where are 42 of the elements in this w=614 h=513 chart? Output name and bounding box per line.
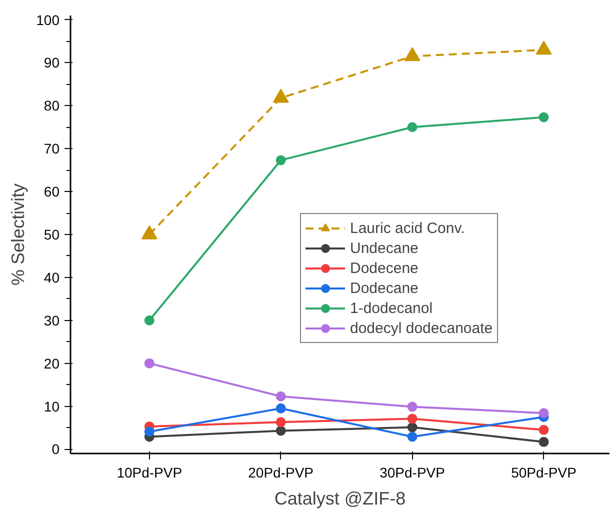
legend-label: Lauric acid Conv. xyxy=(350,219,465,237)
y-tick-label: 30 xyxy=(44,312,60,328)
y-tick-label: 20 xyxy=(44,355,60,372)
point xyxy=(276,155,286,166)
point xyxy=(407,414,418,424)
legend-label: 1-dodecanol xyxy=(350,299,433,317)
point xyxy=(144,315,154,326)
y-tick-label: 70 xyxy=(44,140,60,157)
legend-label: Dodecene xyxy=(350,259,418,277)
y-axis-title: % Selectivity xyxy=(8,183,28,286)
y-tick-label: 60 xyxy=(44,184,60,200)
point xyxy=(538,436,549,447)
x-axis-title: Catalyst @ZIF-8 xyxy=(274,488,406,508)
legend-label: Dodecane xyxy=(350,279,418,297)
point xyxy=(144,358,154,368)
point xyxy=(538,424,549,435)
y-tick-label: 100 xyxy=(36,12,60,28)
point xyxy=(276,403,286,414)
x-tick-label: 30Pd-PVP xyxy=(380,464,445,480)
point xyxy=(276,426,286,436)
y-tick-label: 50 xyxy=(44,226,60,242)
point xyxy=(144,426,154,437)
point xyxy=(404,47,420,62)
y-tick-label: 80 xyxy=(44,98,60,114)
point xyxy=(407,432,418,442)
point xyxy=(141,225,158,240)
y-tick-label: 90 xyxy=(44,54,60,71)
point xyxy=(407,402,418,412)
y-tick-label: 10 xyxy=(44,398,60,414)
y-tick-label: 40 xyxy=(44,269,60,286)
point xyxy=(276,391,286,402)
x-tick-label: 20Pd-PVP xyxy=(248,464,314,480)
x-tick-label: 50Pd-PVP xyxy=(511,464,576,480)
y-tick-label: 0 xyxy=(52,441,60,458)
point xyxy=(276,417,286,428)
point xyxy=(272,88,289,103)
point xyxy=(538,408,549,418)
point xyxy=(536,40,552,55)
point xyxy=(407,422,418,432)
x-tick-label: 10Pd-PVP xyxy=(116,464,182,480)
legend-label: dodecyl dodecanoate xyxy=(350,319,493,337)
legend-label: Undecane xyxy=(350,239,418,257)
